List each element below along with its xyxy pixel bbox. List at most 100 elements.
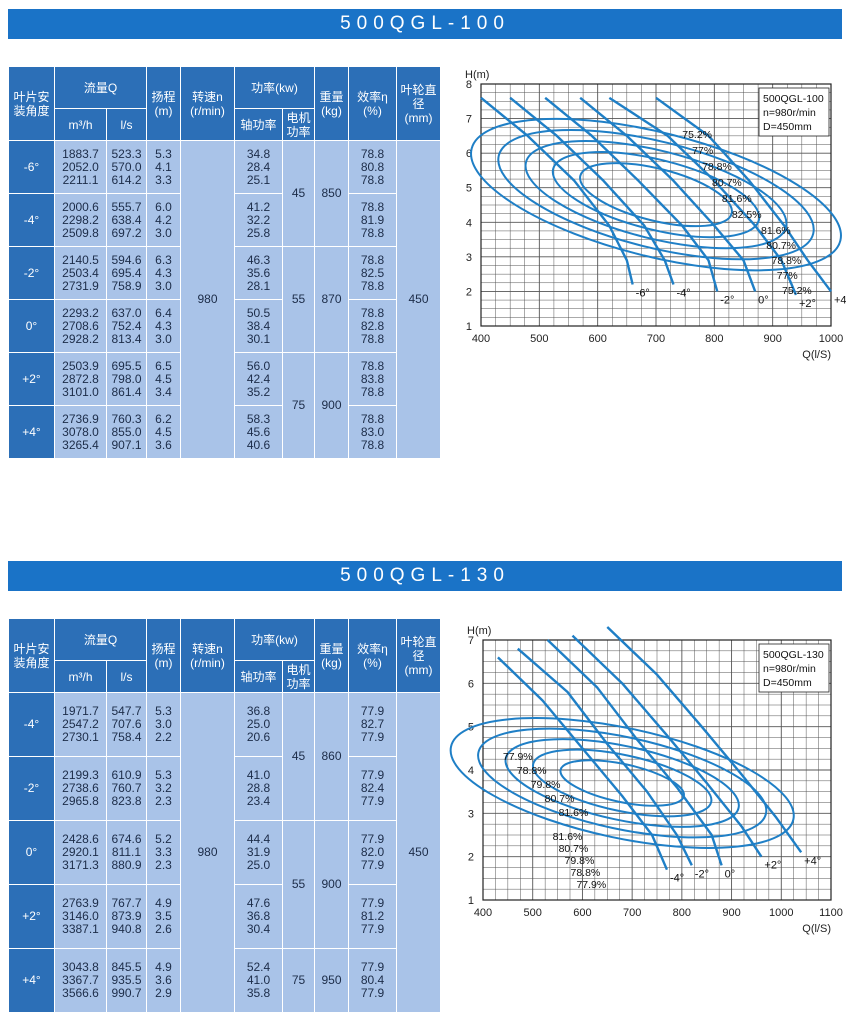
m3h-value: 2293.2 bbox=[62, 305, 99, 320]
table-row: -4° 1971.7 2547.2 2730.1 547.7 707.6 758.4 5.3 3… bbox=[8, 692, 442, 1013]
header-label: 叶轮直径 bbox=[400, 82, 437, 111]
m3h-value: 3101.0 bbox=[62, 384, 99, 399]
blade-angle-value: +2° bbox=[22, 371, 41, 386]
x-tick-label: 500 bbox=[530, 333, 548, 345]
motor-power-value: 55 bbox=[291, 292, 306, 306]
efficiency-contour bbox=[449, 717, 795, 849]
efficiency-value: 78.8 bbox=[360, 199, 385, 214]
table-row: -2° 2140.5 2503.4 2731.9 594.6 695.4 758.9 6.3 4… bbox=[8, 246, 441, 353]
m3h-cell: 2293.2 2708.6 2928.2 bbox=[54, 299, 107, 353]
shaft-value: 35.8 bbox=[246, 986, 271, 1000]
performance-table: 叶片安装角度 流量Q 扬程 (m) 转速n (r/min) 功率(kw) 重量 (kg) 效率η(… bbox=[8, 618, 442, 1013]
efficiency-value: 78.8 bbox=[360, 172, 385, 187]
chart-info-box: 500QGL-100 n=980r/min D=450mm bbox=[758, 87, 830, 137]
efficiency-label: 75.2% bbox=[682, 129, 712, 141]
shaft-cell: 47.6 36.8 30.4 bbox=[234, 884, 283, 949]
blade-angle-cell: 0° bbox=[8, 299, 55, 353]
efficiency-contour bbox=[551, 151, 761, 239]
head-value: 4.1 bbox=[155, 159, 172, 174]
header-speed: 转速n (r/min) bbox=[180, 66, 235, 141]
table-row: -6° 1883.7 2052.0 2211.1 523.3 570.0 614.2 5.3 4… bbox=[8, 140, 442, 459]
header-label: 电机功率 bbox=[286, 662, 311, 691]
efficiency-value: 77.9 bbox=[360, 896, 385, 910]
efficiency-cell: 78.8 82.5 78.8 bbox=[348, 246, 398, 300]
series-label: -6° bbox=[636, 288, 650, 300]
head-value: 6.4 bbox=[155, 305, 172, 320]
head-cell: 5.2 3.3 2.3 bbox=[146, 820, 181, 885]
header-blade-angle: 叶片安装角度 bbox=[8, 66, 55, 141]
shaft-cell: 41.2 32.2 25.8 bbox=[234, 193, 283, 247]
efficiency-cell: 78.8 80.8 78.8 bbox=[348, 140, 398, 194]
impeller-cell: 450 bbox=[396, 692, 442, 1013]
head-cell: 6.3 4.3 3.0 bbox=[146, 246, 181, 300]
efficiency-value: 77.9 bbox=[360, 730, 385, 744]
shaft-value: 58.3 bbox=[246, 411, 271, 426]
weight-cell: 950 bbox=[314, 948, 350, 1013]
m3h-value: 2736.9 bbox=[62, 411, 99, 426]
head-value: 3.0 bbox=[155, 331, 172, 346]
shaft-cell: 46.3 35.6 28.1 bbox=[234, 246, 283, 300]
weight-cell: 860 bbox=[314, 692, 350, 821]
head-value: 3.0 bbox=[155, 717, 172, 731]
efficiency-value: 78.8 bbox=[360, 411, 385, 426]
ls-value: 767.7 bbox=[111, 896, 142, 910]
head-value: 6.5 bbox=[155, 358, 172, 373]
table-row: 0° 2428.6 2920.1 3171.3 674.6 811.1 880.9 5.2 3.… bbox=[8, 820, 441, 949]
efficiency-value: 83.0 bbox=[360, 424, 385, 439]
header-flow-m3h: m³/h bbox=[54, 108, 107, 141]
motor-power-cell: 75 bbox=[281, 948, 316, 1013]
ls-value: 935.5 bbox=[111, 973, 142, 987]
header-unit: (%) bbox=[363, 655, 382, 670]
series-label: 0° bbox=[725, 868, 736, 880]
y-axis-label: H(m) bbox=[465, 69, 489, 81]
head-cell: 5.3 3.0 2.2 bbox=[146, 692, 181, 757]
head-value: 2.9 bbox=[155, 986, 172, 1000]
m3h-value: 2730.1 bbox=[62, 730, 99, 744]
head-value: 4.9 bbox=[155, 960, 172, 974]
efficiency-contour bbox=[524, 140, 788, 250]
header-label: 流量Q bbox=[83, 632, 118, 647]
weight-value: 850 bbox=[321, 186, 342, 200]
shaft-value: 46.3 bbox=[246, 252, 271, 267]
weight-cell: 850 bbox=[314, 140, 350, 247]
y-tick-label: 1 bbox=[468, 895, 474, 907]
head-value: 4.3 bbox=[155, 318, 172, 333]
ls-value: 940.8 bbox=[111, 922, 142, 936]
ls-value: 638.4 bbox=[111, 212, 142, 227]
x-tick-label: 400 bbox=[472, 333, 490, 345]
shaft-value: 52.4 bbox=[246, 960, 271, 974]
weight-value: 900 bbox=[321, 398, 342, 412]
impeller-value: 450 bbox=[408, 845, 429, 859]
table-row: +2° 2503.9 2872.8 3101.0 695.5 798.0 861.4 6.5 4… bbox=[8, 352, 441, 459]
m3h-cell: 3043.8 3367.7 3566.6 bbox=[54, 948, 107, 1013]
m3h-cell: 1883.7 2052.0 2211.1 bbox=[54, 140, 107, 194]
table-row: +2° 2763.9 3146.0 3387.1 767.7 873.9 940.8 4.9 3… bbox=[8, 884, 441, 949]
header-label: 轴功率 bbox=[240, 669, 277, 684]
efficiency-label: 78.8% bbox=[772, 255, 802, 267]
head-value: 2.6 bbox=[155, 922, 172, 936]
shaft-value: 41.2 bbox=[246, 199, 271, 214]
ls-value: 855.0 bbox=[111, 424, 142, 439]
series-label: -4° bbox=[670, 873, 684, 885]
ls-cell: 695.5 798.0 861.4 bbox=[106, 352, 147, 406]
efficiency-cell: 77.9 80.4 77.9 bbox=[348, 948, 398, 1013]
table-row: +4° 2736.9 3078.0 3265.4 760.3 855.0 907.1 6.2 4… bbox=[8, 405, 441, 459]
efficiency-cell: 77.9 82.4 77.9 bbox=[348, 756, 398, 821]
m3h-value: 3171.3 bbox=[62, 858, 99, 872]
head-value: 6.0 bbox=[155, 199, 172, 214]
table-row: -2° 2199.3 2738.6 2965.8 610.9 760.7 823.8 5.3 3… bbox=[8, 756, 441, 821]
efficiency-value: 78.8 bbox=[360, 225, 385, 240]
shaft-value: 47.6 bbox=[246, 896, 271, 910]
efficiency-value: 78.8 bbox=[360, 278, 385, 293]
efficiency-value: 78.8 bbox=[360, 305, 385, 320]
header-flow-ls: l/s bbox=[106, 108, 147, 141]
x-axis-label: Q(l/S) bbox=[802, 923, 831, 935]
shaft-value: 28.4 bbox=[246, 159, 271, 174]
efficiency-label: 82.5% bbox=[732, 209, 762, 221]
x-tick-label: 700 bbox=[647, 333, 665, 345]
shaft-cell: 44.4 31.9 25.0 bbox=[234, 820, 283, 885]
weight-value: 900 bbox=[321, 877, 342, 891]
shaft-cell: 50.5 38.4 30.1 bbox=[234, 299, 283, 353]
series-label: +2° bbox=[799, 298, 816, 310]
x-tick-label: 1000 bbox=[769, 907, 793, 919]
